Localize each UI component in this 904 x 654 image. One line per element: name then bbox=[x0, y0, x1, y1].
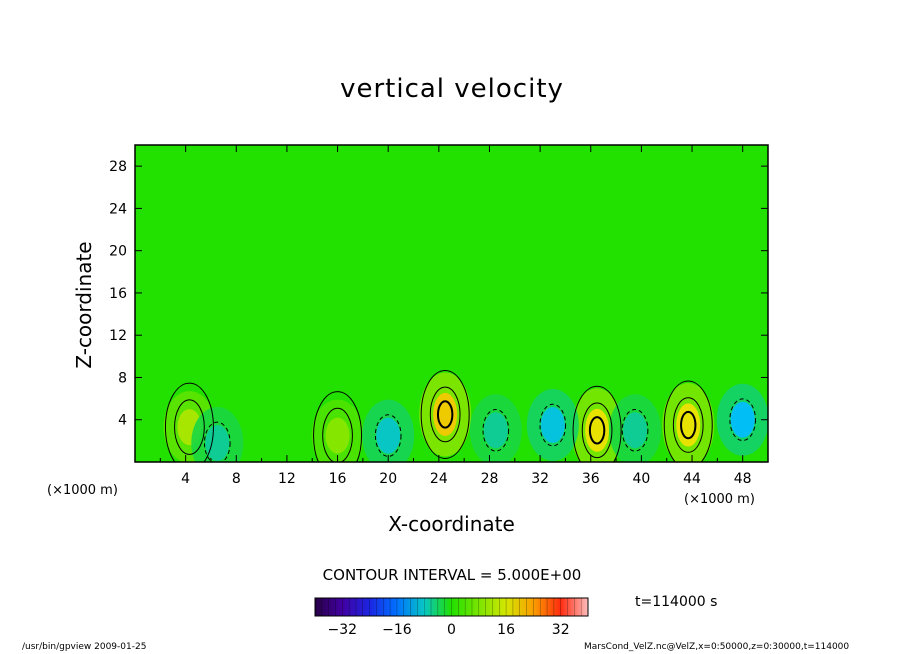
y-tick-label: 28 bbox=[109, 159, 127, 175]
updraft-contour bbox=[420, 369, 470, 459]
x-tick-label: 32 bbox=[531, 471, 549, 487]
downdraft-cell-core bbox=[623, 412, 648, 449]
x-tick-label: 48 bbox=[734, 471, 752, 487]
velocity-field bbox=[135, 145, 768, 462]
x-unit-label-right: (×1000 m) bbox=[684, 492, 755, 507]
chart-title: vertical velocity bbox=[340, 74, 564, 104]
footer-program-date: /usr/bin/gpview 2009-01-25 bbox=[22, 642, 147, 652]
colorbar-tick-label: −32 bbox=[328, 622, 358, 638]
downdraft-cell-core bbox=[540, 407, 565, 444]
downdraft-cell-core bbox=[483, 412, 508, 449]
downdraft-cell-core bbox=[376, 417, 401, 454]
contour-interval-label: CONTOUR INTERVAL = 5.000E+00 bbox=[322, 566, 582, 584]
x-tick-label: 20 bbox=[379, 471, 397, 487]
downdraft-contour bbox=[729, 398, 756, 442]
y-axis-ticks: 4 8 12 16 20 24 28 bbox=[109, 159, 768, 429]
updraft-contour bbox=[313, 391, 363, 462]
contour-lines bbox=[164, 369, 756, 462]
updraft-cell-core bbox=[676, 403, 701, 447]
updraft-contour bbox=[429, 386, 461, 443]
x-tick-label: 8 bbox=[232, 471, 241, 487]
y-tick-label: 16 bbox=[109, 286, 127, 302]
updraft-contour bbox=[164, 382, 214, 462]
x-tick-label: 24 bbox=[430, 471, 448, 487]
footer-data-source: MarsCond_VelZ.nc@VelZ,x=0:50000,z=0:3000… bbox=[584, 642, 850, 652]
updraft-contour bbox=[436, 400, 454, 429]
downdraft-contour bbox=[539, 403, 567, 447]
downdraft-cell-core bbox=[205, 424, 230, 461]
updraft-contour bbox=[663, 380, 713, 462]
x-unit-label-left: (×1000 m) bbox=[47, 483, 118, 498]
x-axis-label: X-coordinate bbox=[388, 512, 515, 536]
downdraft-contour bbox=[203, 421, 231, 462]
updraft-contour bbox=[572, 385, 622, 462]
y-tick-label: 24 bbox=[109, 201, 127, 217]
updraft-contour bbox=[322, 407, 353, 462]
x-tick-label: 12 bbox=[278, 471, 296, 487]
x-tick-label: 16 bbox=[329, 471, 347, 487]
updraft-contour bbox=[174, 399, 205, 455]
y-tick-label: 8 bbox=[118, 370, 127, 386]
updraft-contour bbox=[588, 416, 606, 445]
x-axis-ticks: 4 8 12 16 20 24 28 32 36 40 44 48 bbox=[159, 145, 752, 487]
downdraft-cell-core bbox=[730, 401, 755, 438]
downdraft-contour bbox=[374, 414, 402, 457]
x-tick-label: 40 bbox=[632, 471, 650, 487]
updraft-cell-core bbox=[585, 408, 610, 452]
y-tick-label: 20 bbox=[109, 244, 127, 260]
x-tick-label: 44 bbox=[683, 471, 701, 487]
colorbar-tick-label: −16 bbox=[382, 622, 412, 638]
x-tick-label: 36 bbox=[582, 471, 600, 487]
downdraft-contour bbox=[482, 409, 510, 452]
updraft-cell-core bbox=[433, 392, 458, 437]
updraft-contour bbox=[581, 402, 613, 459]
updraft-contour bbox=[680, 410, 697, 440]
time-label: t=114000 s bbox=[635, 594, 718, 610]
colorbar-tick-label: 16 bbox=[497, 622, 515, 638]
y-tick-label: 12 bbox=[109, 328, 127, 344]
updraft-cell-core bbox=[325, 417, 350, 454]
x-tick-label: 4 bbox=[181, 471, 190, 487]
colorbar: −32 −16 0 16 32 bbox=[314, 597, 589, 638]
colorbar-tick-label: 32 bbox=[552, 622, 570, 638]
downdraft-contour bbox=[621, 409, 649, 452]
plot-frame bbox=[134, 144, 769, 463]
y-tick-label: 4 bbox=[118, 413, 127, 429]
colorbar-tick-label: 0 bbox=[447, 622, 456, 638]
x-tick-label: 28 bbox=[481, 471, 499, 487]
updraft-contour bbox=[672, 397, 704, 453]
